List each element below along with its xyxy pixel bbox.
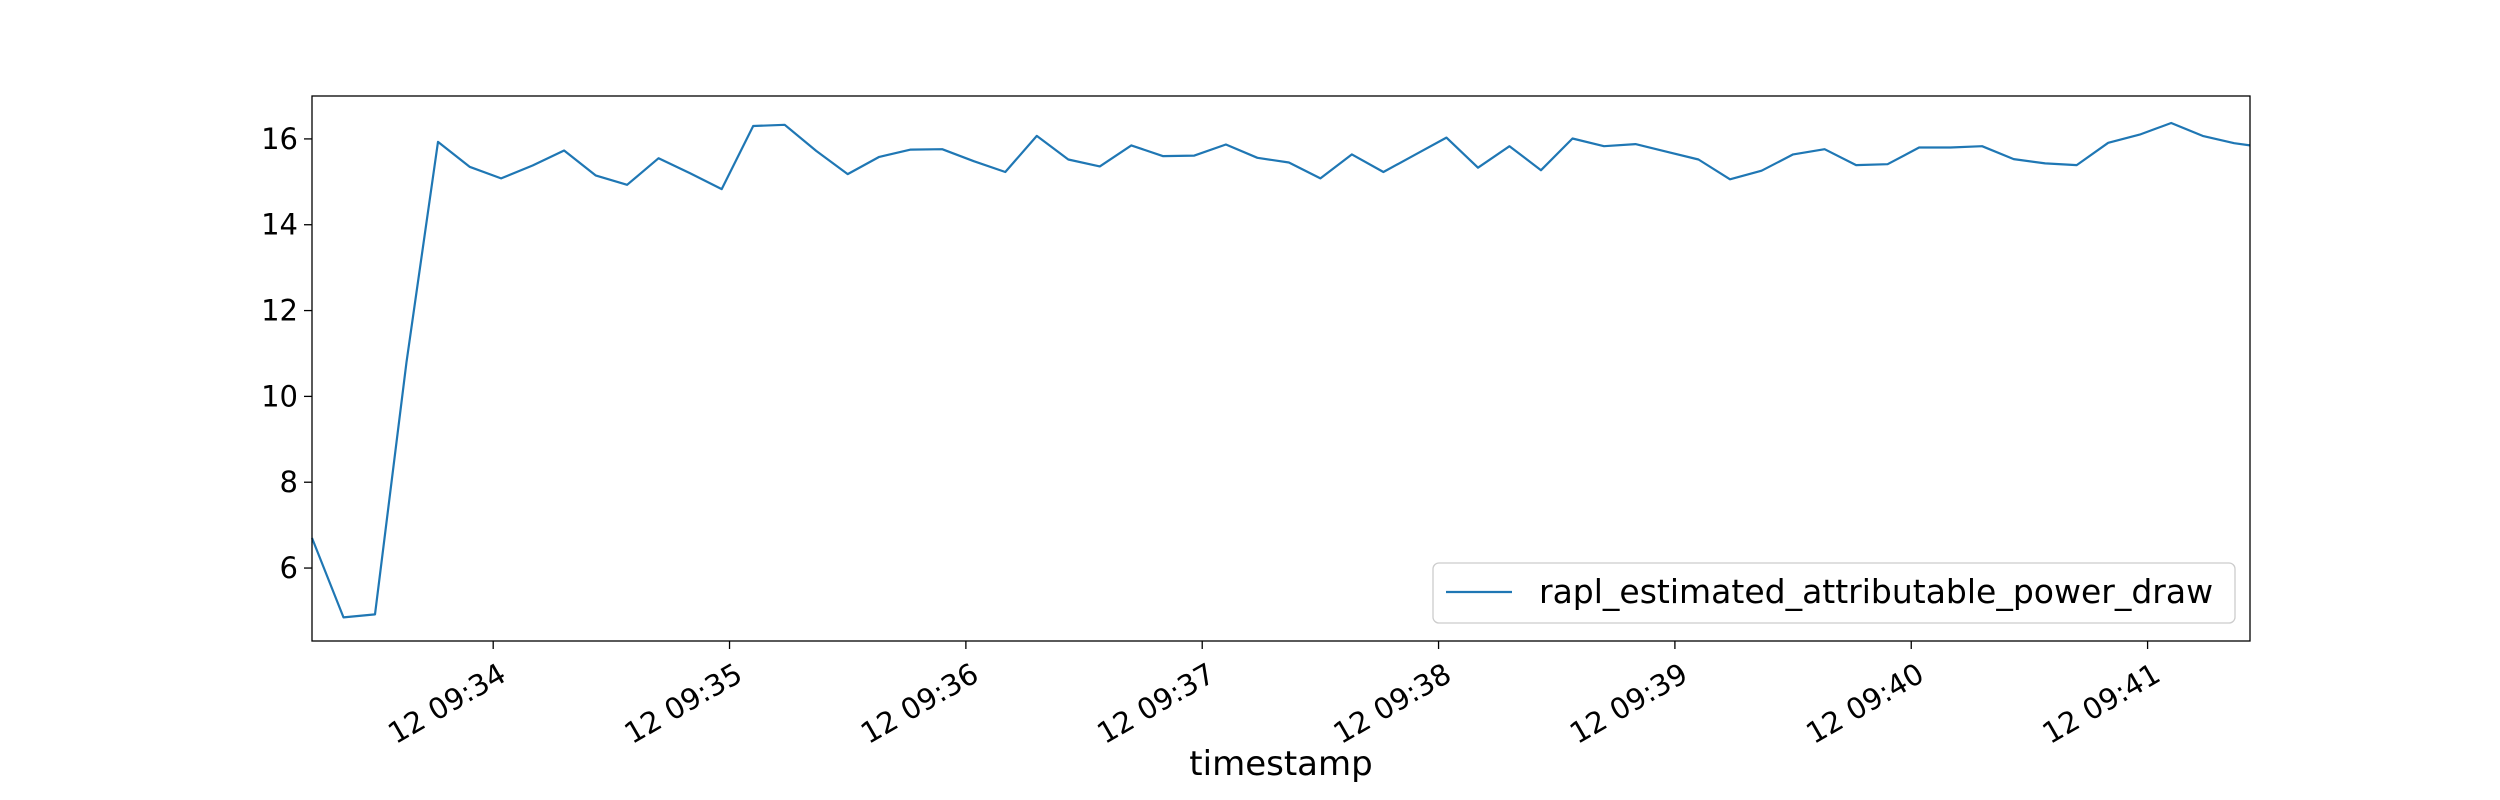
series-line xyxy=(310,121,2251,619)
x-tick-label: 12 09:35 xyxy=(619,656,748,750)
x-tick-label: 12 09:40 xyxy=(1800,656,1929,750)
y-axis: 6 8 10 12 14 16 xyxy=(261,122,312,585)
x-tick-label: 12 09:37 xyxy=(1091,656,1220,750)
y-tick-label: 8 xyxy=(280,465,298,499)
y-tick-label: 12 xyxy=(261,294,298,328)
x-tick-label: 12 09:39 xyxy=(1564,656,1693,750)
plot-frame xyxy=(311,95,2251,642)
legend: rapl_estimated_attributable_power_draw xyxy=(1432,562,2236,624)
y-tick-label: 6 xyxy=(280,551,298,585)
x-tick-label: 12 09:41 xyxy=(2037,656,2166,750)
x-tick-label: 12 09:34 xyxy=(382,656,511,750)
legend-box xyxy=(1432,562,2236,624)
x-axis-title: timestamp xyxy=(1189,744,1372,784)
y-tick-label: 10 xyxy=(261,379,298,413)
x-tick-label: 12 09:38 xyxy=(1328,656,1457,750)
plot-area xyxy=(312,96,2250,641)
x-tick-label: 12 09:36 xyxy=(855,656,984,750)
x-axis: 12 09:34 12 09:35 12 09:36 12 09:37 12 09:38… xyxy=(382,641,2166,751)
y-tick-label: 16 xyxy=(261,122,298,156)
legend-label: rapl_estimated_attributable_power_draw xyxy=(1539,572,2213,611)
y-tick-label: 14 xyxy=(261,208,298,242)
